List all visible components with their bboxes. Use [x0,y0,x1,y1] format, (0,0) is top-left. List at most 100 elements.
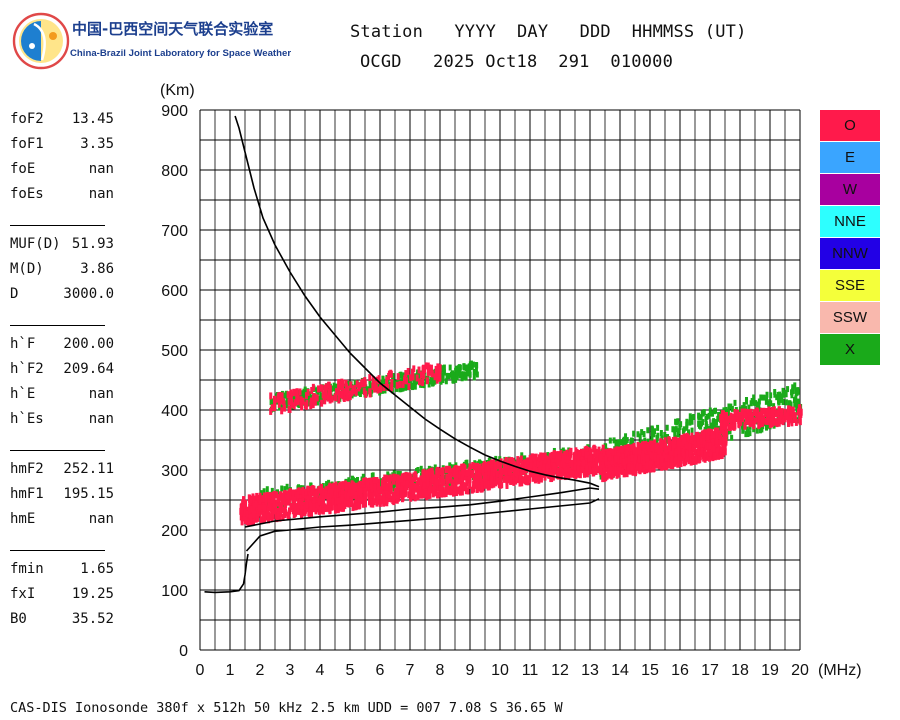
echo-point [398,380,402,388]
echo-point [494,471,498,479]
echo-point [327,381,331,389]
echo-point [757,401,761,408]
echo-point [354,495,358,503]
echo-point [733,422,737,430]
echo-point [354,388,358,396]
header-line-1: Station YYYY DAY DDD HHMMSS (UT) [350,22,747,42]
echo-point [363,500,367,508]
echo-point [649,440,653,448]
echo-point [587,463,591,471]
echo-point [334,394,338,402]
echo-point [634,469,638,477]
echo-point [464,487,468,495]
echo-point [688,450,692,458]
echo-point [717,411,721,418]
echo-point [385,490,389,498]
echo-point [720,452,724,460]
echo-point [312,496,316,504]
echo-point [780,408,784,416]
echo-point [478,459,482,466]
echo-point [440,469,444,477]
echo-point [472,480,476,488]
echo-point [760,420,764,428]
echo-point [595,450,599,458]
echo-point [460,484,464,492]
echo-point [623,453,627,461]
echo-point [290,400,294,408]
echo-point [306,487,310,495]
echo-point [324,492,328,500]
echo-point [444,465,448,473]
echo-point [369,500,373,508]
x-tick-label: 11 [522,662,539,679]
y-tick-label: 100 [161,583,188,600]
echo-point [617,446,621,454]
echo-point [262,492,266,500]
echo-point [510,457,514,465]
echo-point [421,491,425,499]
echo-point [293,394,297,401]
echo-point [622,470,626,478]
echo-point [425,377,429,385]
echo-point [650,444,654,452]
echo-point [422,372,426,380]
echo-point [659,461,663,469]
echo-point [392,473,396,481]
echo-point [326,493,330,501]
echo-point [671,426,675,433]
echo-point [406,367,410,375]
echo-point [516,468,520,476]
echo-point [272,501,276,509]
echo-point [646,443,650,451]
echo-point [455,470,459,478]
echo-point [382,499,386,507]
echo-point [541,453,545,461]
echo-point [327,388,331,396]
x-tick-label: 9 [466,662,475,679]
echo-point [475,468,479,476]
echo-point [408,472,412,480]
echo-point [649,465,653,473]
param-name: h`F [10,336,36,352]
echo-point [696,455,700,463]
echo-point [660,455,664,463]
echo-point [784,399,788,406]
echo-point [447,373,451,380]
echo-point [522,476,526,484]
echo-point [790,392,794,399]
echo-point [453,469,457,477]
echo-point [760,426,764,433]
echo-point [383,378,387,385]
echo-point [539,475,543,483]
echo-point [330,385,334,392]
echo-point [319,384,323,392]
echo-point [601,475,605,483]
echo-point [607,470,611,478]
echo-point [646,427,650,434]
echo-point [391,477,395,485]
echo-point [627,463,631,471]
echo-point [712,421,716,428]
echo-point [597,446,601,454]
echo-point [724,406,728,413]
echo-point [700,410,704,417]
echo-point [291,489,295,497]
echo-point [679,460,683,468]
echo-point [592,444,596,452]
echo-point [692,458,696,466]
echo-point [796,388,800,395]
echo-point [280,500,284,508]
echo-point [413,483,417,491]
echo-point [433,489,437,497]
echo-point [288,491,292,499]
echo-point [563,451,567,459]
echo-point [765,395,769,402]
echo-point [563,465,567,473]
echo-point [375,499,379,507]
echo-point [340,378,344,386]
echo-point [409,486,413,494]
param-value: 252.11 [63,461,114,477]
echo-point [565,456,569,464]
echo-point [389,474,393,482]
echo-point [461,468,465,476]
